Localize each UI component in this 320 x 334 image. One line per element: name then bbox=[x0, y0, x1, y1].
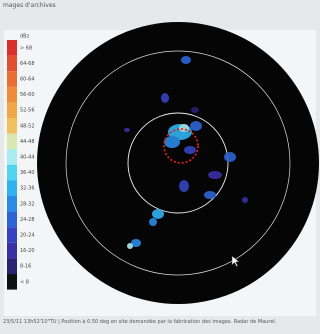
legend-swatch bbox=[7, 102, 17, 118]
legend-label: < 8 bbox=[20, 279, 29, 285]
legend-swatch bbox=[7, 71, 17, 87]
legend-label: 20-24 bbox=[20, 233, 35, 239]
legend-label: 64-68 bbox=[20, 61, 35, 67]
legend-swatch bbox=[7, 258, 17, 274]
legend-unit: dBz bbox=[20, 34, 30, 40]
legend-label: > 68 bbox=[20, 45, 32, 51]
legend-label: 60-64 bbox=[20, 77, 35, 83]
legend-swatch bbox=[7, 212, 17, 228]
legend-swatch bbox=[7, 40, 17, 56]
caption: 23/5/11 13h52'10"TU | Position à 0.50 de… bbox=[3, 319, 317, 325]
legend-label: 48-52 bbox=[20, 123, 35, 129]
legend-label: 28-32 bbox=[20, 201, 35, 207]
legend-label: 36-40 bbox=[20, 170, 35, 176]
screenshot: mages d'archives dBz > 6864-6860-6456-60… bbox=[0, 0, 320, 334]
legend-swatch bbox=[7, 165, 17, 181]
radar-view: dBz > 68 64-68 60-64 56-60 52-56 48-52 44-48 40… bbox=[0, 0, 320, 334]
legend-swatch bbox=[7, 56, 17, 72]
legend-label: 52-56 bbox=[20, 108, 35, 114]
legend-label: 44-48 bbox=[20, 139, 35, 145]
legend-swatch bbox=[7, 243, 17, 259]
legend-swatch bbox=[7, 227, 17, 243]
legend-label: 24-28 bbox=[20, 217, 35, 223]
legend-swatch bbox=[7, 196, 17, 212]
legend-label: 8-16 bbox=[20, 264, 31, 270]
legend-label: 40-44 bbox=[20, 155, 35, 161]
legend-swatch bbox=[7, 180, 17, 196]
legend-label: 32-36 bbox=[20, 186, 35, 192]
legend-swatch bbox=[7, 274, 17, 290]
legend-swatch bbox=[7, 118, 17, 134]
legend-swatch bbox=[7, 87, 17, 103]
legend-swatch bbox=[7, 149, 17, 165]
legend-label: 16-20 bbox=[20, 248, 35, 254]
legend-label: 56-60 bbox=[20, 92, 35, 98]
legend-swatch bbox=[7, 134, 17, 150]
